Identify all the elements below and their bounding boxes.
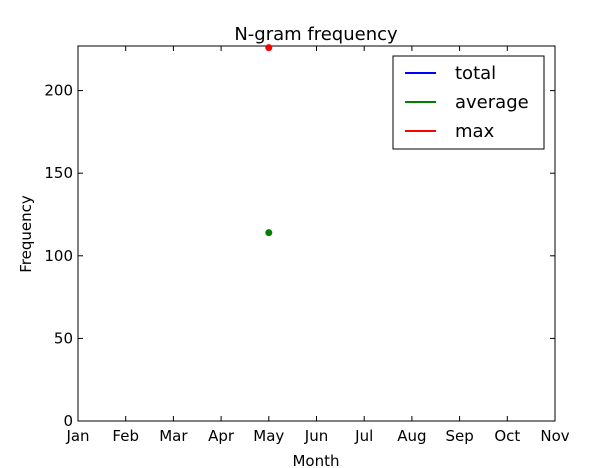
legend-label-total: total [455, 63, 496, 84]
x-tick-label: May [253, 427, 284, 445]
y-tick-label: 150 [44, 164, 73, 182]
x-axis-label: Month [292, 452, 339, 468]
x-tick-label: Apr [208, 427, 235, 445]
legend-label-average: average [455, 92, 529, 113]
x-tick-label: Jul [354, 427, 373, 445]
legend: total average max [392, 55, 545, 150]
y-tick-label: 200 [44, 82, 73, 100]
y-tick-label: 0 [63, 412, 73, 430]
x-tick-label: Sep [445, 427, 473, 445]
y-tick-label: 100 [44, 247, 73, 265]
data-point-average [265, 229, 273, 237]
x-tick-label: Nov [540, 427, 569, 445]
x-axis: Jan Feb Mar Apr May Jun Jul Aug Sep Oct Nov [65, 46, 570, 445]
y-tick-label: 50 [54, 329, 73, 347]
x-tick-label: Jun [304, 427, 328, 445]
legend-label-max: max [455, 121, 495, 142]
x-tick-label: Oct [494, 427, 520, 445]
y-axis: 0 50 100 150 200 [44, 82, 555, 430]
y-axis-label: Frequency [17, 195, 35, 273]
data-point-max [265, 44, 273, 52]
chart-title: N-gram frequency [234, 24, 398, 45]
data-points [265, 44, 273, 237]
x-tick-label: Aug [397, 427, 426, 445]
x-tick-label: Feb [112, 427, 139, 445]
x-tick-label: Jan [65, 427, 89, 445]
x-tick-label: Mar [159, 427, 188, 445]
